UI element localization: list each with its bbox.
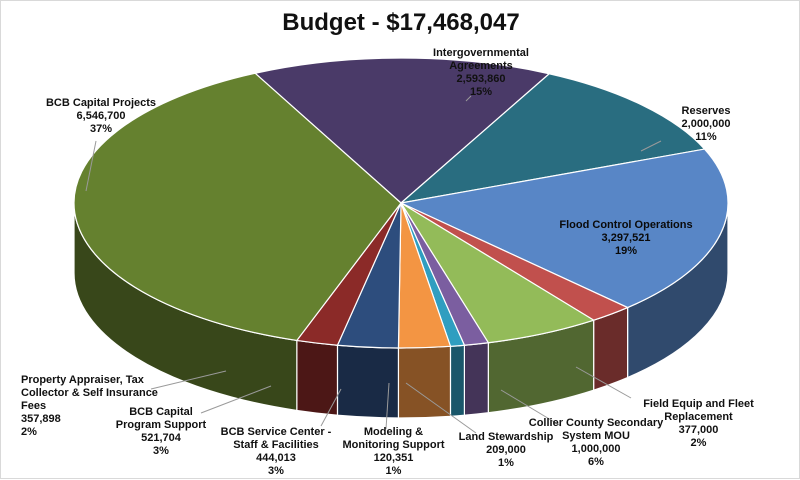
pie-side-group xyxy=(73,202,729,419)
slice-label: BCB Capital Program Support 521,704 3% xyxy=(115,406,207,457)
pie-slice xyxy=(73,72,402,342)
pie-slice xyxy=(398,73,706,204)
slice-label: Property Appraiser, Tax Collector & Self… xyxy=(21,374,158,438)
slice-label: Land Stewardship 209,000 1% xyxy=(458,431,554,469)
slice-label: BCB Capital Projects 6,546,700 37% xyxy=(45,97,157,135)
chart-title: Budget - $17,468,047 xyxy=(282,9,520,36)
leader-line xyxy=(575,366,632,399)
slice-label: Modeling & Monitoring Support 120,351 1% xyxy=(342,426,445,477)
pie-slice-side xyxy=(463,342,489,416)
pie-top-group xyxy=(73,57,729,349)
leader-line xyxy=(385,382,390,430)
leader-line xyxy=(405,382,477,434)
slice-label: BCB Service Center - Staff & Facilities … xyxy=(220,426,332,477)
leader-line xyxy=(500,389,562,427)
pie-slice xyxy=(253,57,551,204)
pie-slice-side xyxy=(593,306,629,391)
leader-line xyxy=(200,385,272,414)
slice-label: Flood Control Operations 3,297,521 19% xyxy=(559,219,693,257)
slice-label: Collier County Secondary System MOU 1,00… xyxy=(528,417,664,468)
leader-line xyxy=(150,370,227,390)
slice-label: Intergovernmental Agreements 2,593,860 1… xyxy=(433,47,529,98)
leader-line xyxy=(640,140,662,152)
pie-slice-side xyxy=(296,339,339,416)
pie-slice-side xyxy=(336,344,400,419)
pie-slice-side xyxy=(449,344,466,417)
leader-line xyxy=(465,95,472,102)
slice-label: Reserves 2,000,000 11% xyxy=(681,105,731,143)
pie-slice-side xyxy=(397,345,452,419)
leader-line xyxy=(320,388,342,427)
slice-label: Field Equip and Fleet Replacement 377,00… xyxy=(643,398,754,449)
leader-line xyxy=(85,140,97,192)
pie-slice xyxy=(399,148,729,309)
